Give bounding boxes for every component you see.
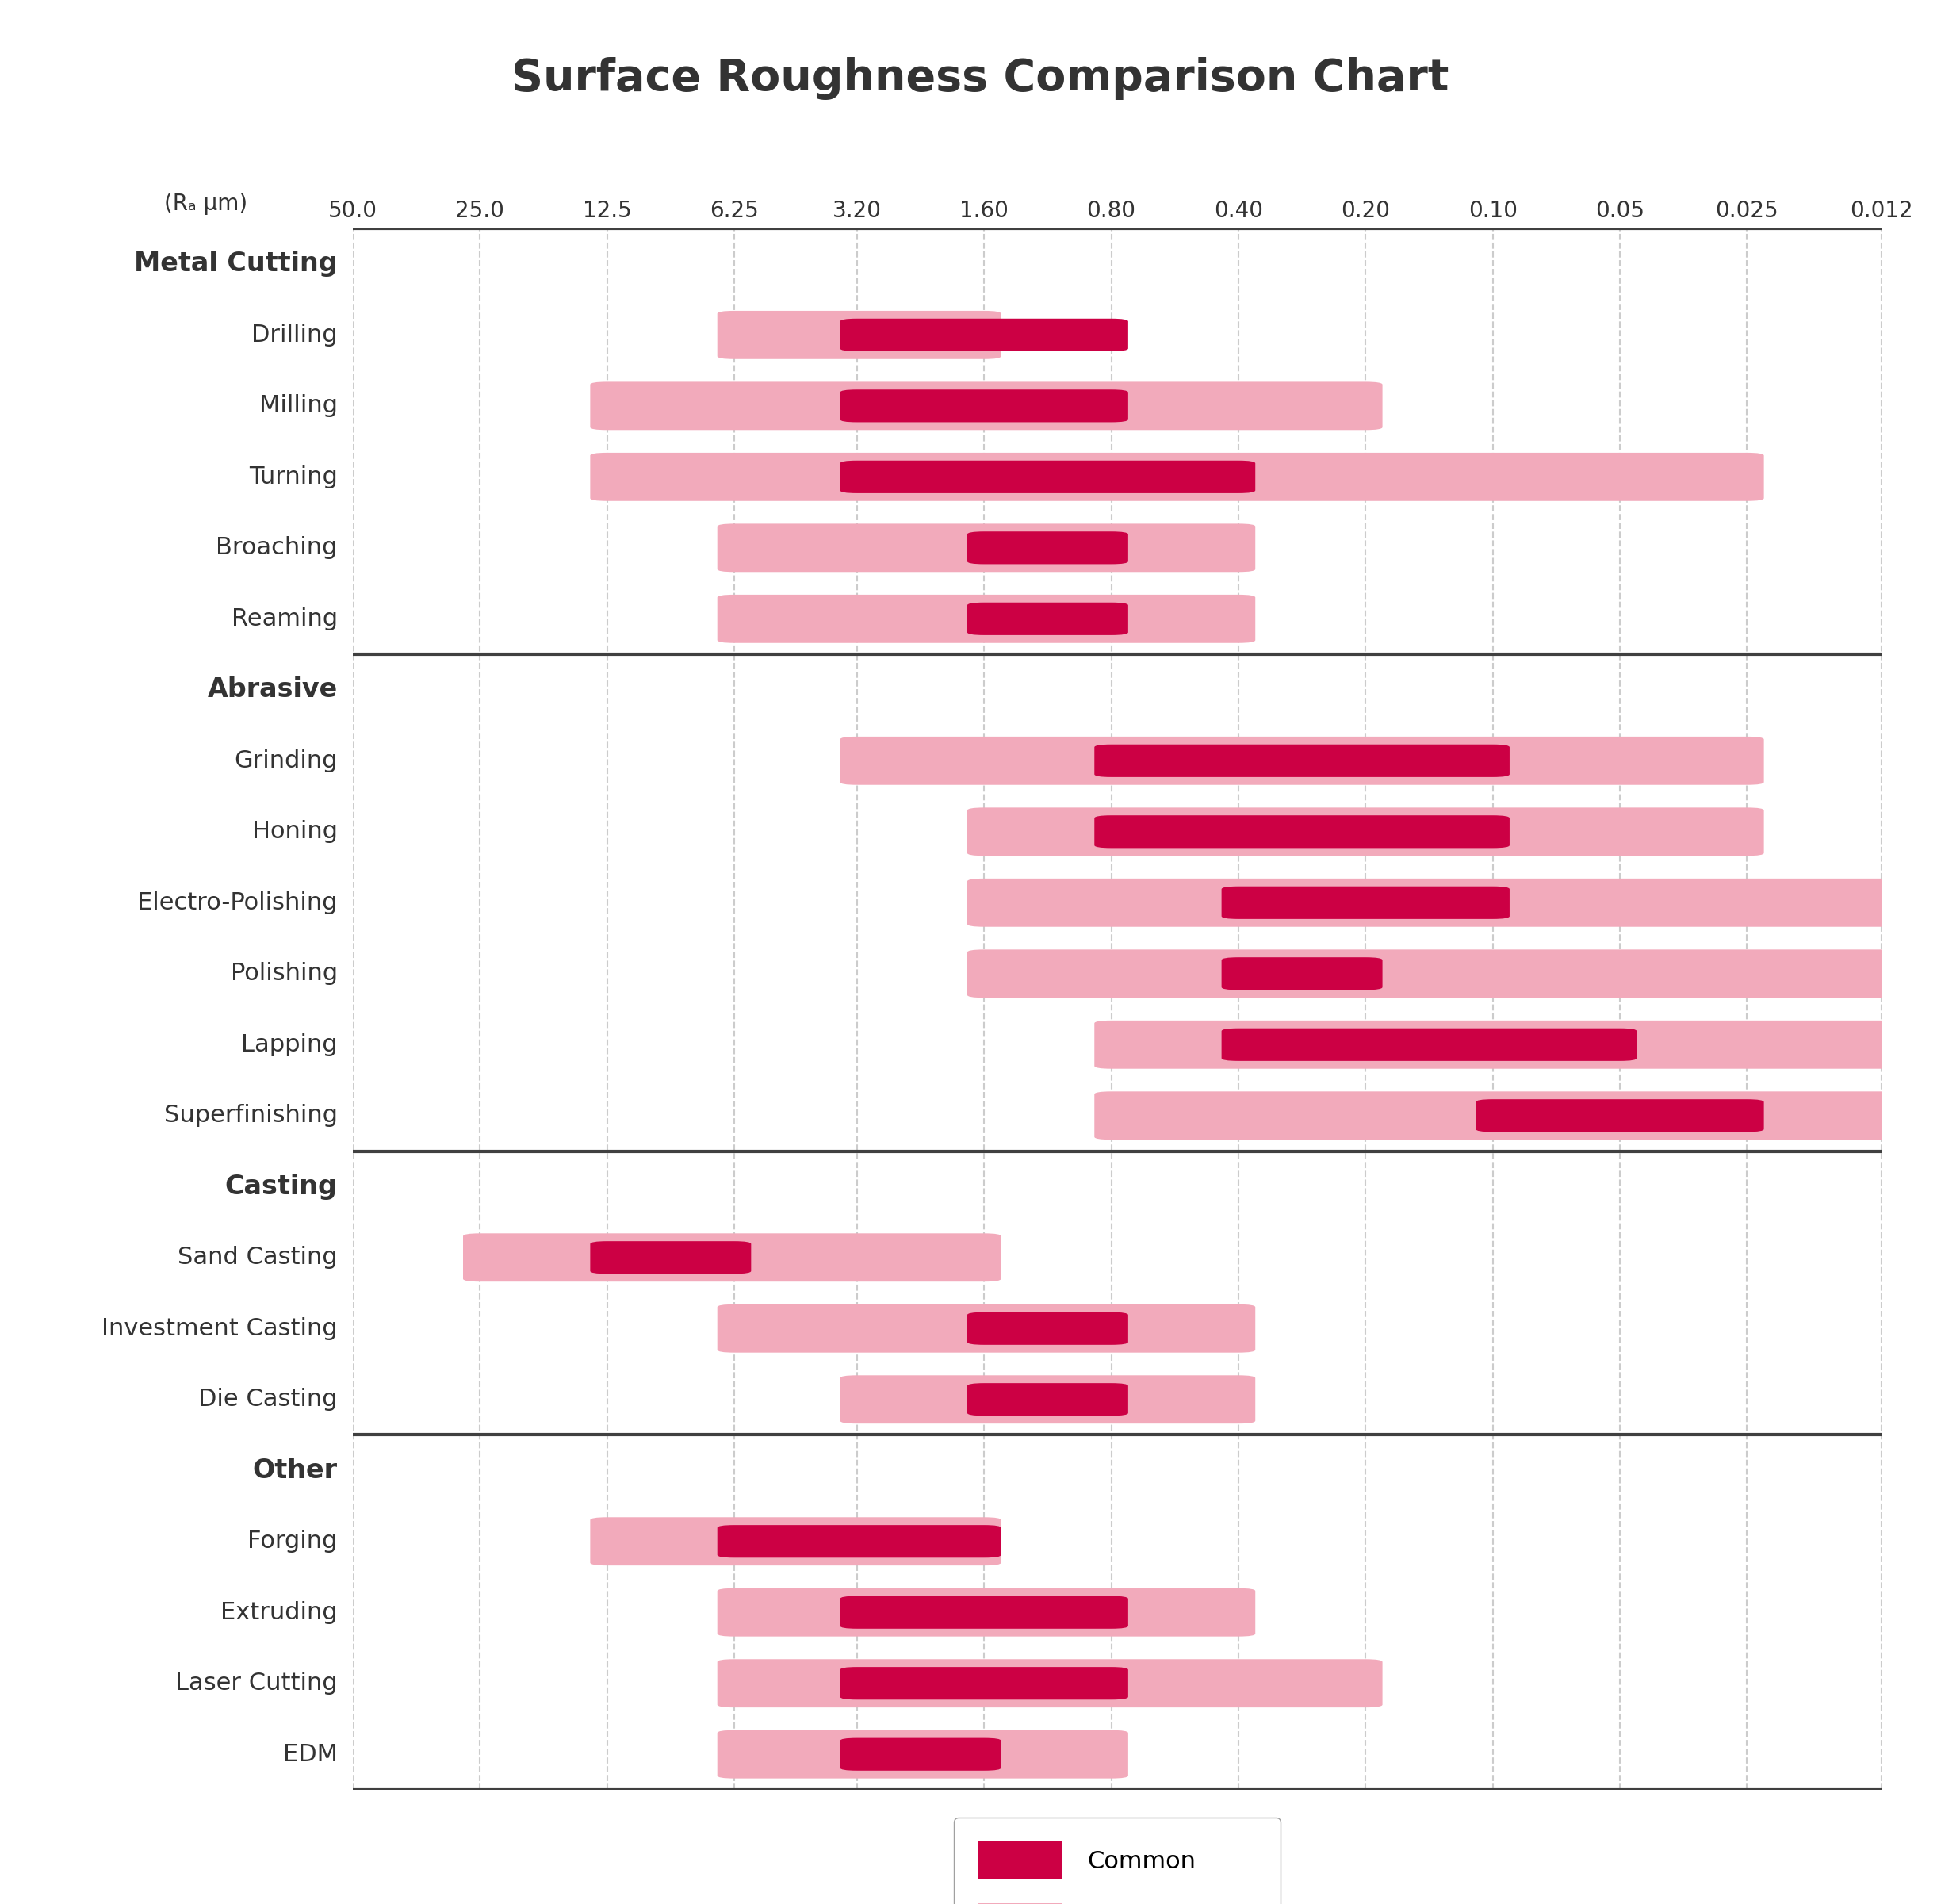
Text: Metal Cutting: Metal Cutting — [133, 251, 337, 278]
Legend: Common, Less Common: Common, Less Common — [955, 1818, 1280, 1904]
Text: Forging: Forging — [247, 1531, 337, 1554]
FancyBboxPatch shape — [717, 1525, 1002, 1557]
Text: Polishing: Polishing — [231, 962, 337, 984]
FancyBboxPatch shape — [841, 1668, 1129, 1700]
FancyBboxPatch shape — [1221, 1028, 1637, 1061]
FancyBboxPatch shape — [841, 737, 1764, 784]
FancyBboxPatch shape — [966, 950, 1899, 998]
FancyBboxPatch shape — [1094, 1021, 1899, 1068]
FancyBboxPatch shape — [717, 1304, 1254, 1352]
Text: Surface Roughness Comparison Chart: Surface Roughness Comparison Chart — [512, 57, 1448, 99]
Text: Investment Casting: Investment Casting — [102, 1318, 337, 1340]
FancyBboxPatch shape — [841, 1375, 1254, 1424]
Text: EDM: EDM — [282, 1742, 337, 1765]
FancyBboxPatch shape — [717, 1588, 1254, 1636]
FancyBboxPatch shape — [1221, 958, 1382, 990]
FancyBboxPatch shape — [841, 1596, 1129, 1628]
FancyBboxPatch shape — [841, 390, 1129, 423]
FancyBboxPatch shape — [717, 594, 1254, 644]
Text: Reaming: Reaming — [231, 607, 337, 630]
FancyBboxPatch shape — [841, 318, 1129, 350]
FancyBboxPatch shape — [717, 1731, 1129, 1778]
Text: Lapping: Lapping — [241, 1034, 337, 1057]
Text: Sand Casting: Sand Casting — [178, 1245, 337, 1268]
FancyBboxPatch shape — [463, 1234, 1002, 1281]
Text: Superfinishing: Superfinishing — [165, 1104, 337, 1127]
Text: Other: Other — [253, 1457, 337, 1483]
Text: Milling: Milling — [259, 394, 337, 417]
Text: Electro-Polishing: Electro-Polishing — [137, 891, 337, 914]
FancyBboxPatch shape — [841, 461, 1254, 493]
Text: Abrasive: Abrasive — [208, 676, 337, 703]
FancyBboxPatch shape — [966, 1382, 1129, 1417]
FancyBboxPatch shape — [966, 602, 1129, 636]
Text: Laser Cutting: Laser Cutting — [174, 1672, 337, 1695]
FancyBboxPatch shape — [966, 1312, 1129, 1344]
Text: Die Casting: Die Casting — [198, 1388, 337, 1411]
FancyBboxPatch shape — [590, 1241, 751, 1274]
FancyBboxPatch shape — [1094, 815, 1509, 847]
FancyBboxPatch shape — [717, 310, 1002, 360]
Text: Extruding: Extruding — [220, 1601, 337, 1624]
Text: Drilling: Drilling — [251, 324, 337, 347]
Text: Broaching: Broaching — [216, 537, 337, 560]
FancyBboxPatch shape — [717, 1658, 1382, 1708]
FancyBboxPatch shape — [966, 807, 1764, 855]
Text: Casting: Casting — [225, 1173, 337, 1200]
Text: Turning: Turning — [249, 465, 337, 487]
FancyBboxPatch shape — [1094, 1091, 1899, 1140]
FancyBboxPatch shape — [717, 524, 1254, 571]
FancyBboxPatch shape — [590, 1517, 1002, 1565]
Text: Grinding: Grinding — [233, 750, 337, 773]
Text: Honing: Honing — [253, 821, 337, 843]
FancyBboxPatch shape — [1476, 1099, 1764, 1131]
FancyBboxPatch shape — [966, 531, 1129, 564]
FancyBboxPatch shape — [841, 1738, 1002, 1771]
FancyBboxPatch shape — [590, 383, 1382, 430]
FancyBboxPatch shape — [1094, 744, 1509, 777]
FancyBboxPatch shape — [966, 878, 1899, 927]
FancyBboxPatch shape — [1221, 887, 1509, 920]
Text: (Rₐ μm): (Rₐ μm) — [165, 192, 247, 215]
FancyBboxPatch shape — [590, 453, 1764, 501]
